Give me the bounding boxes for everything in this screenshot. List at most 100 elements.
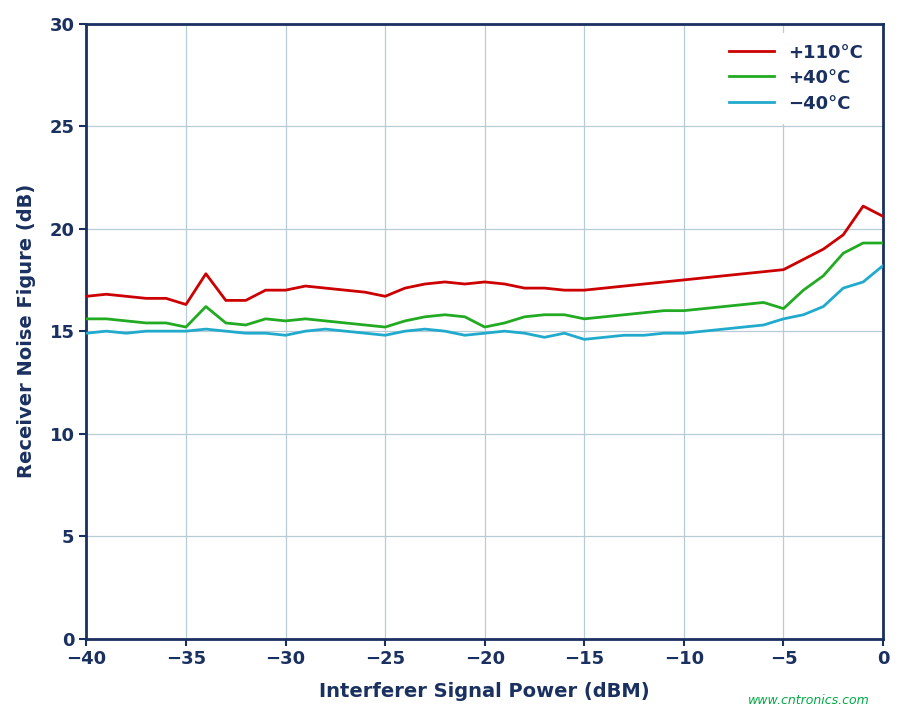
Y-axis label: Receiver Noise Figure (dB): Receiver Noise Figure (dB) [16,184,35,478]
+110°C [679,276,689,284]
+40°C [81,314,92,323]
−40°C [260,329,271,337]
+40°C [778,304,789,313]
−40°C [240,329,251,337]
+40°C [320,317,331,325]
+110°C [180,300,191,309]
−40°C [459,331,470,340]
Line: +110°C: +110°C [86,206,883,304]
+110°C [798,255,809,264]
+110°C [519,284,530,292]
+110°C [160,294,171,303]
−40°C [81,329,92,337]
+110°C [579,286,590,294]
+110°C [200,269,211,278]
−40°C [499,327,510,335]
−40°C [878,261,889,270]
−40°C [280,331,291,340]
−40°C [539,333,550,342]
+40°C [699,304,709,313]
+110°C [400,284,410,292]
+40°C [639,309,650,317]
+110°C [818,245,829,253]
+40°C [679,307,689,315]
+110°C [81,292,92,301]
−40°C [300,327,311,335]
+40°C [858,238,869,247]
+40°C [160,319,171,327]
+110°C [838,230,849,239]
−40°C [699,327,709,335]
+40°C [559,310,570,319]
+40°C [240,321,251,330]
+40°C [200,302,211,311]
+110°C [459,280,470,289]
+110°C [878,212,889,220]
+40°C [619,310,630,319]
−40°C [519,329,530,337]
+40°C [101,314,111,323]
+40°C [380,323,390,332]
Legend: +110°C, +40°C, −40°C: +110°C, +40°C, −40°C [718,33,874,123]
−40°C [778,314,789,323]
−40°C [320,325,331,333]
+110°C [738,269,749,278]
−40°C [579,335,590,344]
+110°C [559,286,570,294]
+40°C [220,319,231,327]
+40°C [120,317,131,325]
−40°C [101,327,111,335]
+40°C [439,310,450,319]
+110°C [599,284,610,292]
−40°C [818,302,829,311]
+110°C [220,296,231,304]
−40°C [798,310,809,319]
+110°C [280,286,291,294]
+40°C [659,307,670,315]
−40°C [559,329,570,337]
−40°C [599,333,610,342]
+110°C [340,286,351,294]
−40°C [439,327,450,335]
−40°C [838,284,849,292]
+110°C [360,288,371,297]
+110°C [778,266,789,274]
−40°C [718,325,729,333]
+40°C [360,321,371,330]
X-axis label: Interferer Signal Power (dBM): Interferer Signal Power (dBM) [320,682,650,701]
+110°C [699,274,709,282]
+40°C [718,302,729,311]
+40°C [400,317,410,325]
−40°C [479,329,490,337]
+40°C [459,312,470,321]
−40°C [380,331,390,340]
−40°C [639,331,650,340]
−40°C [120,329,131,337]
+110°C [260,286,271,294]
+40°C [738,300,749,309]
−40°C [220,327,231,335]
+110°C [300,281,311,290]
+40°C [180,323,191,332]
+40°C [818,271,829,280]
+40°C [499,319,510,327]
+110°C [101,290,111,299]
−40°C [679,329,689,337]
Text: www.cntronics.com: www.cntronics.com [748,694,870,707]
−40°C [858,278,869,286]
−40°C [200,325,211,333]
+40°C [798,286,809,294]
−40°C [180,327,191,335]
+40°C [340,319,351,327]
−40°C [140,327,151,335]
−40°C [400,327,410,335]
+40°C [280,317,291,325]
+110°C [479,278,490,286]
+40°C [300,314,311,323]
+110°C [718,271,729,280]
+40°C [599,312,610,321]
−40°C [659,329,670,337]
+110°C [140,294,151,303]
+110°C [120,292,131,301]
+110°C [439,278,450,286]
